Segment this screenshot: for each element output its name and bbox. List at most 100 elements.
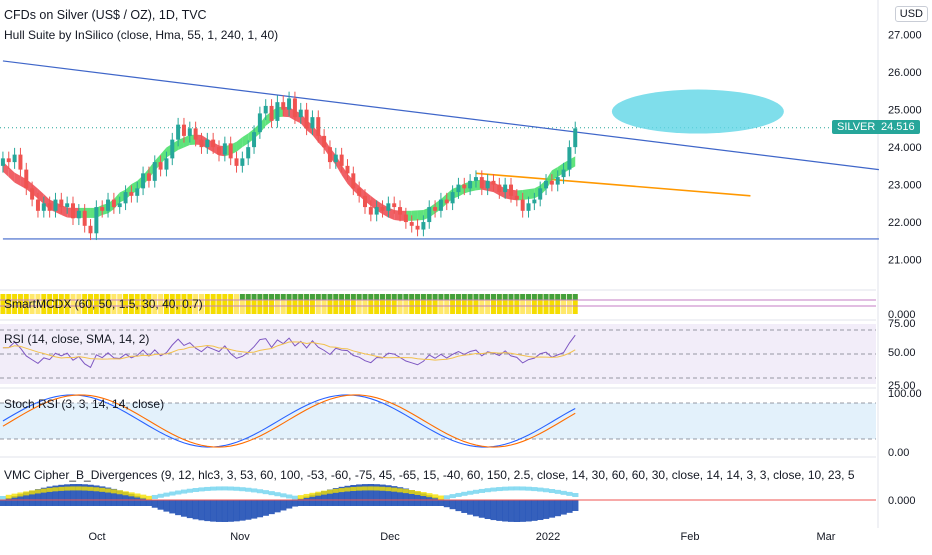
candle-body xyxy=(368,207,373,215)
y-tick-label: 23.000 xyxy=(888,180,922,192)
smi-bar xyxy=(549,294,555,314)
smi-bar-top xyxy=(362,294,368,300)
candle-body xyxy=(30,188,35,200)
vmc-flow-bar xyxy=(560,490,567,495)
x-tick-label: Dec xyxy=(380,531,400,543)
symbol-tag: SILVER xyxy=(832,120,881,134)
smi-bar xyxy=(514,294,520,314)
vmc-wave-bar xyxy=(449,500,456,510)
smi-bar xyxy=(134,294,140,314)
vmc-wave-bar xyxy=(75,484,83,506)
smi-pane-label: SmartMCDX (60, 50, 1.5, 30, 40, 0.7) xyxy=(4,297,203,311)
smi-bar xyxy=(105,294,111,314)
smi-bar xyxy=(566,294,572,314)
smi-bar xyxy=(502,294,508,314)
candle-body xyxy=(427,207,432,223)
smi-bar-top xyxy=(485,294,491,300)
candle-body xyxy=(106,199,111,211)
smi-bar xyxy=(12,294,18,314)
vmc-wave-bar xyxy=(70,484,77,506)
vmc-flow-bar xyxy=(408,490,415,495)
vmc-wave-bar xyxy=(513,500,521,522)
vmc-wave-bar xyxy=(145,499,153,506)
vmc-wave-bar xyxy=(332,488,339,506)
y-tick-label: 25.000 xyxy=(888,105,922,117)
smi-bar xyxy=(426,294,432,314)
candle-body xyxy=(573,128,578,148)
candle-body xyxy=(520,199,525,211)
vmc-wave-bar xyxy=(192,500,199,520)
vmc-flow-bar xyxy=(175,490,182,495)
smi-bar xyxy=(479,294,485,314)
candle-body xyxy=(497,184,502,193)
smi-bar xyxy=(64,294,70,314)
vmc-flow-bar xyxy=(40,488,47,493)
vmc-wave-bar xyxy=(408,490,415,506)
candle-body xyxy=(269,105,274,121)
vmc-wave-bar xyxy=(99,486,106,506)
candle-body xyxy=(374,207,379,215)
candle-body xyxy=(246,147,251,159)
vmc-flow-bar xyxy=(116,490,123,495)
vmc-wave-bar xyxy=(58,484,65,506)
vmc-wave-bar xyxy=(151,500,158,508)
rsi-ma-line xyxy=(2,341,576,361)
vmc-wave-bar xyxy=(303,496,310,506)
vmc-flow-bar xyxy=(309,492,316,497)
smi-bar-top xyxy=(526,294,532,300)
smi-bar xyxy=(374,294,380,314)
candle-body xyxy=(100,207,105,211)
smi-bar xyxy=(292,294,298,314)
smi-bar xyxy=(298,294,304,314)
vmc-flow-bar xyxy=(490,487,497,492)
smi-bar xyxy=(327,294,333,314)
hull-band-segment xyxy=(160,147,167,165)
smi-bar xyxy=(309,294,315,314)
vmc-wave-bar xyxy=(169,500,176,514)
vmc-flow-bar xyxy=(128,492,135,497)
smi-bar-top xyxy=(315,294,321,300)
vmc-wave-bar xyxy=(34,489,42,506)
smi-bar-top xyxy=(304,294,310,300)
vmc-wave-bar xyxy=(402,488,410,506)
smi-bar xyxy=(263,294,269,314)
candle-body xyxy=(509,184,513,196)
rsi-pane-label: RSI (14, close, SMA, 14, 2) xyxy=(4,332,150,346)
smi-bar xyxy=(204,294,210,314)
smi-bar xyxy=(333,294,339,314)
vmc-flow-bar xyxy=(0,496,7,500)
smi-bar xyxy=(146,294,152,314)
smi-bar xyxy=(415,294,421,314)
smi-bar xyxy=(23,294,29,314)
currency-badge[interactable]: USD xyxy=(894,6,928,22)
vmc-flow-bar xyxy=(508,486,515,491)
vmc-wave-bar xyxy=(379,484,386,506)
candle-body xyxy=(392,203,397,208)
smi-bar xyxy=(432,294,438,314)
candle-body xyxy=(409,222,414,226)
vmc-wave-bar xyxy=(11,496,18,506)
vmc-wave-bar xyxy=(110,488,118,506)
smi-bar xyxy=(315,294,321,314)
vmc-flow-bar xyxy=(93,487,100,492)
vmc-flow-bar xyxy=(397,488,404,493)
candle-body xyxy=(403,214,408,223)
smi-bar-top xyxy=(520,294,526,300)
smi-bar xyxy=(561,294,567,314)
smi-bar-top xyxy=(321,294,327,300)
vmc-wave-bar xyxy=(210,500,217,522)
candle-body xyxy=(304,109,309,129)
x-tick-label: Mar xyxy=(817,531,836,543)
smi-bar-top xyxy=(415,294,421,300)
vmc-flow-bar xyxy=(513,486,521,491)
smi-bar xyxy=(17,294,23,314)
candle-body xyxy=(503,184,508,193)
vmc-wave-bar xyxy=(122,492,129,506)
candle-body xyxy=(129,192,134,196)
candle-body xyxy=(35,199,40,211)
smi-bar xyxy=(76,294,82,314)
smi-bar xyxy=(490,294,496,314)
smi-bar-top xyxy=(561,294,567,300)
